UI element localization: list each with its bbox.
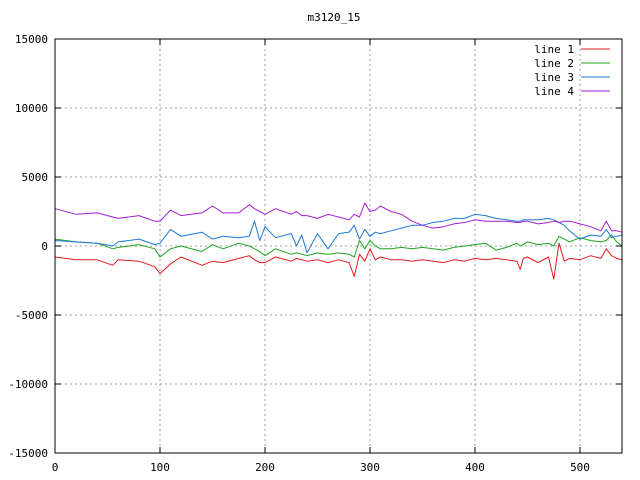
series-lines xyxy=(54,202,623,280)
y-tick-label: 10000 xyxy=(15,102,48,115)
x-tick-label: 500 xyxy=(570,461,590,474)
y-tick-label: 5000 xyxy=(22,171,49,184)
series-line-2 xyxy=(54,234,623,258)
series-line-1 xyxy=(54,242,623,280)
legend-label-2: line 2 xyxy=(534,57,574,70)
x-tick-label: 300 xyxy=(360,461,380,474)
legend-label-3: line 3 xyxy=(534,71,574,84)
x-tick-label: 100 xyxy=(150,461,170,474)
grid xyxy=(55,39,622,453)
y-tick-label: 15000 xyxy=(15,33,48,46)
axis-ticks: 0 100 200 300 400 500 -15000 -10000 -5000 0 5000 10… xyxy=(8,33,622,474)
x-tick-label: 0 xyxy=(52,461,59,474)
legend-label-4: line 4 xyxy=(534,85,574,98)
series-line-3 xyxy=(54,213,623,254)
y-tick-label: 0 xyxy=(41,240,48,253)
x-tick-label: 200 xyxy=(255,461,275,474)
series-line-4 xyxy=(54,202,623,233)
chart-title: m3120_15 xyxy=(308,11,361,24)
legend-label-1: line 1 xyxy=(534,43,574,56)
y-tick-label: -5000 xyxy=(15,309,48,322)
y-tick-label: -15000 xyxy=(8,447,48,460)
y-tick-label: -10000 xyxy=(8,378,48,391)
x-tick-label: 400 xyxy=(465,461,485,474)
